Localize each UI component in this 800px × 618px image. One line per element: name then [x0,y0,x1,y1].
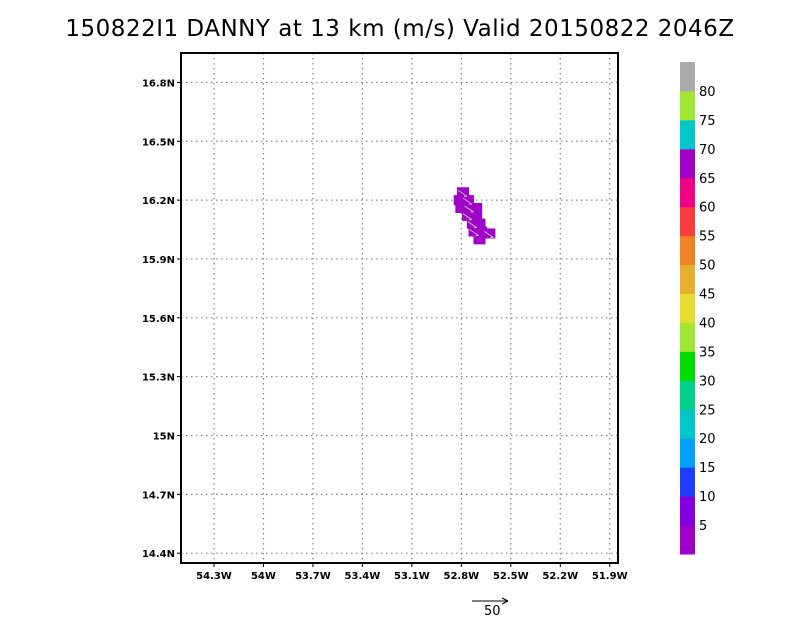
data-cell [473,218,486,229]
colorbar-segment [680,119,695,150]
colorbar-segment [680,409,695,439]
colorbar-segment [680,322,695,352]
colorbar-label: 80 [699,85,716,100]
colorbar-segment [680,235,695,266]
y-tick-label: 16.2N [142,196,175,207]
y-tick-label: 14.4N [142,549,175,560]
wind-vector [462,197,473,205]
chart-title: 150822I1 DANNY at 13 km (m/s) Valid 2015… [65,16,735,42]
colorbar-label: 25 [699,403,716,418]
x-tick-label: 53.1W [394,571,430,582]
data-cell [455,202,468,213]
x-tick-label: 52.2W [542,571,578,582]
x-tick-label: 54.3W [196,571,232,582]
wind-vector [484,231,494,238]
reference-vector-label: 50 [484,604,501,618]
x-tick-label: 52.8W [443,571,479,582]
y-tick-label: 14.7N [142,490,175,501]
data-cell [470,202,483,213]
y-tick-label: 16.8N [142,78,175,89]
data-cell [470,210,483,221]
colorbar-label: 65 [699,172,716,187]
colorbar-segment [680,293,695,323]
data-cell [468,226,481,237]
colorbar-label: 40 [699,316,716,331]
colorbar-segment [680,62,695,92]
data-cell [461,210,474,221]
reference-vector-arrowhead [501,597,509,605]
wind-vector [467,221,478,229]
colorbar-label: 75 [699,114,716,129]
y-tick-label: 15.6N [142,314,175,325]
plot-frame [180,52,619,564]
x-tick-label: 53.4W [345,571,381,582]
grid-lines [181,53,618,563]
colorbar-label: 20 [699,432,716,447]
wind-vector [462,213,473,221]
colorbar-label: 50 [699,259,716,274]
reference-vector: 50 [472,597,509,618]
data-cell [483,228,496,239]
data-cell [456,187,469,198]
colorbar-segment [680,525,695,555]
x-tick-label: 52.5W [493,571,529,582]
data-cell [463,202,476,213]
colorbar-label: 70 [699,143,716,158]
colorbar-label: 45 [699,288,716,303]
colorbar-label: 5 [699,519,707,534]
colorbar-segment [680,206,695,237]
colorbar-segment [680,351,695,381]
colorbar-segment [680,148,695,179]
colorbar: 5 10 15 20 25 30 35 40 45 50 55 60 65 70 75 80 [680,62,716,555]
y-tick-label: 15.3N [142,373,175,384]
wind-vector [457,189,468,197]
x-tick-label: 54W [251,571,276,582]
data-cell [466,218,479,229]
wind-vector [469,229,479,236]
y-tick-label: 15.9N [142,255,175,266]
colorbar-label: 35 [699,345,716,360]
x-tick-label: 53.7W [295,571,331,582]
data-cell [473,234,486,245]
colorbar-label: 15 [699,461,716,476]
colorbar-label: 60 [699,201,716,216]
wind-vector [464,205,474,213]
data-cell [475,226,488,237]
axis-ticks: 54.3W 54W 53.7W 53.4W 53.1W 52.8W 52.5W 52.2W 51… [142,78,628,582]
colorbar-segment [680,496,695,526]
colorbar-label: 30 [699,374,716,389]
colorbar-segment [680,177,695,208]
y-tick-label: 16.5N [142,137,175,148]
colorbar-label: 10 [699,490,716,505]
colorbar-segment [680,438,695,468]
colorbar-segment [680,380,695,410]
colorbar-segment [680,90,695,121]
x-tick-label: 51.9W [592,571,628,582]
colorbar-label: 55 [699,230,716,245]
colorbar-segment [680,264,695,295]
data-cell [453,195,466,206]
data-cell [461,195,474,206]
data-cells [453,187,496,245]
colorbar-segment [680,467,695,497]
y-tick-label: 15N [153,432,175,443]
